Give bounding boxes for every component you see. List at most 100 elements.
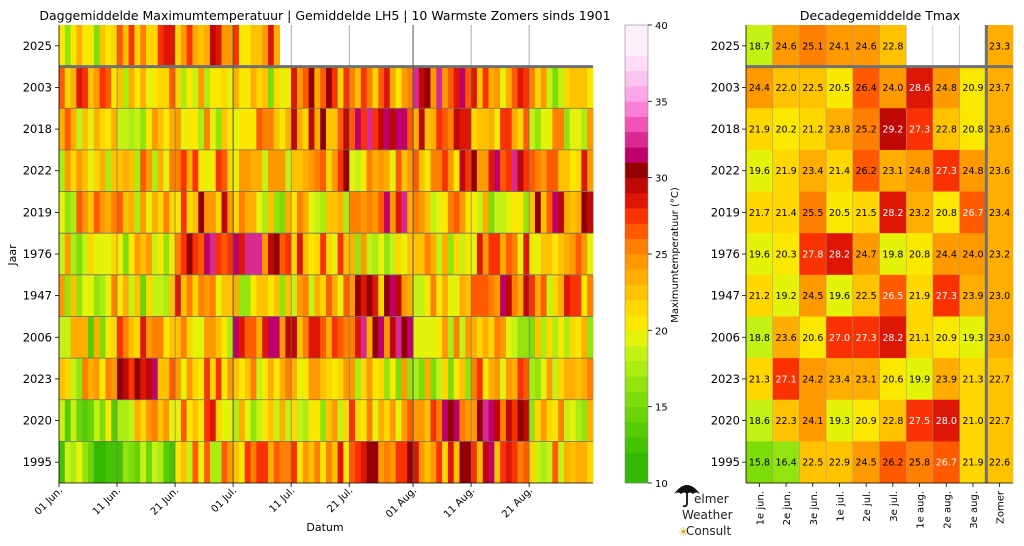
heatmap-cell [424, 233, 431, 275]
heatmap-cell [517, 108, 524, 150]
heatmap-cell [395, 316, 402, 359]
heatmap-cell [401, 274, 408, 317]
heatmap-cell [291, 358, 298, 400]
heatmap-cell [186, 441, 193, 483]
table-cell-value: 27.5 [909, 416, 930, 427]
heatmap-cell [418, 233, 426, 275]
heatmap-cell [250, 274, 257, 317]
heatmap-cell [215, 316, 222, 359]
table-cell-value: 20.8 [909, 250, 930, 261]
heatmap-cell [442, 358, 449, 400]
heatmap-cell [413, 66, 420, 109]
heatmap-cell [117, 25, 124, 67]
table-cell [746, 149, 773, 192]
heatmap-cell [192, 233, 199, 275]
heatmap-cell [581, 233, 588, 275]
table-cell [906, 25, 934, 67]
table-cell-value: 19.8 [882, 250, 903, 261]
heatmap-cell [320, 399, 327, 442]
heatmap-cell [99, 149, 106, 192]
heatmap-cell [250, 108, 257, 150]
heatmap-cell [569, 274, 576, 317]
heatmap-cell [82, 274, 89, 317]
heatmap-cell [163, 274, 170, 317]
heatmap-cell [314, 191, 321, 234]
heatmap-cell [128, 358, 135, 400]
table-cell-value: 21.7 [749, 208, 770, 219]
heatmap-cell [413, 399, 420, 442]
heatmap-cell [552, 233, 559, 275]
heatmap-cell [401, 316, 408, 359]
table-cell [879, 149, 907, 192]
heatmap-cell [424, 399, 431, 442]
heatmap-cell [360, 399, 368, 442]
heatmap-cell [244, 108, 251, 150]
heatmap-cell [581, 66, 588, 109]
colorbar-tick-label: 25 [655, 250, 668, 261]
decade-table: 18.7 24.6 25.1 24.1 24.6 22.8 23.3 2025 24.4 22.0… [711, 25, 1014, 529]
heatmap-cell [134, 149, 141, 192]
heatmap-cell [146, 358, 153, 400]
table-cell-value: 19.3 [962, 333, 983, 344]
heatmap-cell [215, 25, 222, 67]
heatmap-cell [128, 274, 135, 317]
colorbar: 10 15 20 25 30 35 40 [624, 21, 668, 490]
heatmap-cell [523, 108, 530, 150]
heatmap-cell [476, 233, 484, 275]
heatmap-cell [389, 441, 397, 483]
heatmap-cell [296, 399, 304, 442]
table-year-label: 1947 [711, 289, 740, 303]
heatmap-cell [459, 316, 466, 359]
heatmap-cell [511, 66, 518, 109]
heatmap-cell [111, 108, 118, 150]
table-cell-value: 19.6 [829, 291, 850, 302]
heatmap-cell [180, 358, 188, 400]
heatmap-cell [320, 233, 327, 275]
heatmap-cell [337, 149, 344, 192]
heatmap-cell [157, 441, 164, 483]
heatmap-cell [395, 358, 402, 400]
heatmap-cell [93, 233, 101, 275]
heatmap-cell [540, 66, 547, 109]
table-cell [772, 108, 800, 151]
table-cell-value: 23.2 [909, 208, 930, 219]
table-year-label: 1995 [711, 455, 740, 469]
heatmap-cell [262, 274, 269, 317]
heatmap-cell [418, 316, 426, 359]
heatmap-cell [529, 316, 536, 359]
heatmap-cell [204, 399, 211, 442]
heatmap-cell [546, 191, 553, 234]
table-cell [906, 191, 934, 234]
heatmap-cell [296, 149, 304, 192]
heatmap-cell [436, 191, 443, 234]
heatmap-cell [70, 316, 77, 359]
table-cell [959, 233, 987, 276]
heatmap-cell [204, 233, 211, 275]
heatmap-cell [529, 274, 536, 317]
table-cell-value: 19.6 [749, 166, 770, 177]
heatmap-cell [587, 191, 594, 234]
heatmap-cell [262, 149, 269, 192]
heatmap-cell [552, 316, 559, 359]
heatmap-cell [262, 233, 269, 275]
heatmap-cell [494, 149, 501, 192]
table-cell [799, 66, 827, 109]
heatmap-cell [447, 358, 455, 400]
heatmap-cell [99, 274, 106, 317]
table-cell [986, 191, 1014, 234]
table-cell-value: 22.0 [776, 83, 797, 94]
heatmap-cell [105, 399, 112, 442]
heatmap-cell [146, 108, 153, 150]
year-tick-label: 1995 [23, 455, 52, 469]
table-cell [932, 316, 960, 359]
heatmap-cell [488, 233, 495, 275]
heatmap-cell [558, 149, 565, 192]
table-cell-value: 22.6 [989, 458, 1010, 469]
heatmap-cell [198, 316, 205, 359]
heatmap-cell [488, 441, 495, 483]
heatmap-cell [244, 274, 251, 317]
heatmap-cell [82, 233, 89, 275]
heatmap-cell [117, 66, 124, 109]
table-cell-value: 21.5 [856, 208, 877, 219]
heatmap-cell [343, 66, 350, 109]
